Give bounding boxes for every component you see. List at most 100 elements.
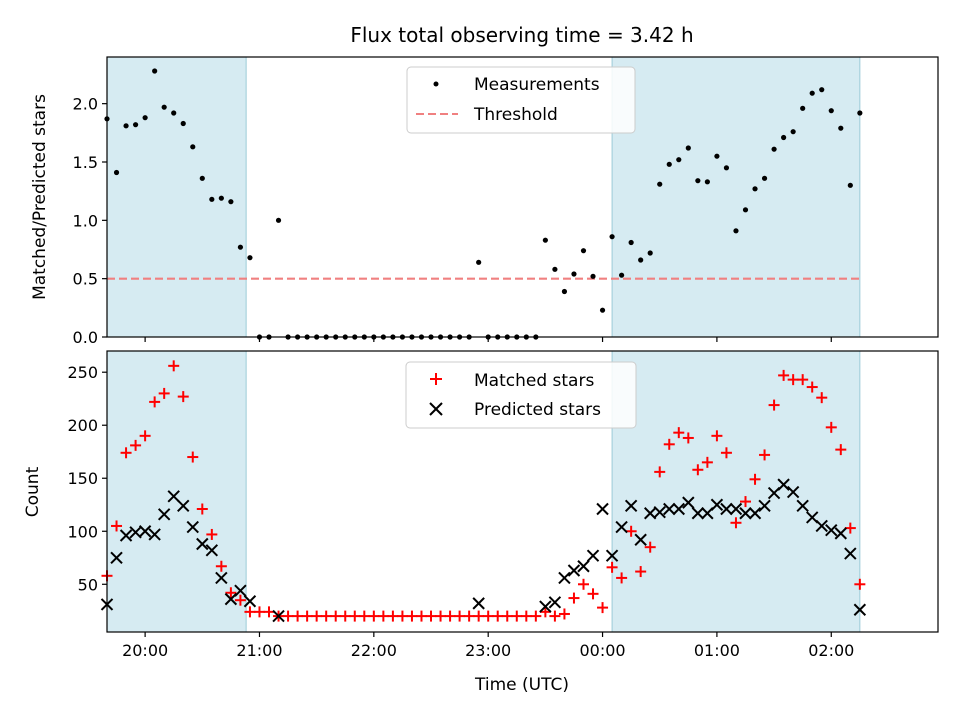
top-y-ticks: 0.0 0.5 1.0 1.5 2.0 bbox=[73, 95, 107, 347]
measurement-point bbox=[800, 105, 806, 111]
top-y-tick-label: 0.0 bbox=[73, 328, 98, 347]
matched-star-point bbox=[339, 610, 351, 622]
matched-star-point bbox=[749, 473, 761, 485]
predicted-star-point bbox=[539, 600, 552, 613]
matched-star-point bbox=[234, 594, 246, 606]
measurement-point bbox=[171, 110, 177, 116]
measurement-point bbox=[113, 169, 120, 176]
predicted-star-point bbox=[119, 529, 133, 542]
matched-star-point bbox=[301, 610, 313, 622]
predicted-star-point bbox=[615, 520, 628, 534]
measurement-point bbox=[476, 259, 482, 265]
matched-star-point bbox=[396, 610, 408, 622]
predicted-star-point bbox=[567, 564, 581, 577]
matched-star-point bbox=[854, 578, 866, 590]
measurement-point bbox=[809, 90, 815, 96]
top-shaded-region bbox=[106, 56, 247, 338]
predicted-star-point bbox=[234, 584, 247, 597]
bottom-x-tick-label: 20:00 bbox=[122, 641, 168, 660]
matched-star-point bbox=[349, 610, 361, 622]
matched-star-point bbox=[644, 541, 656, 553]
matched-star-point bbox=[663, 438, 675, 450]
matched-star-point bbox=[454, 610, 466, 622]
matched-star-point bbox=[263, 606, 275, 618]
measurement-point bbox=[666, 161, 672, 167]
bottom-x-tick-label: 21:00 bbox=[236, 641, 282, 660]
matched-star-point bbox=[292, 610, 304, 622]
predicted-star-point bbox=[853, 603, 867, 616]
predicted-star-point bbox=[177, 499, 190, 513]
predicted-star-point bbox=[739, 507, 752, 520]
measurement-point bbox=[209, 196, 215, 202]
matched-star-point bbox=[844, 522, 856, 534]
measurement-point bbox=[657, 181, 663, 187]
matched-star-point bbox=[797, 374, 809, 386]
measurement-point bbox=[847, 182, 853, 188]
matched-star-point bbox=[387, 610, 399, 622]
matched-star-point bbox=[558, 608, 570, 620]
measurement-point bbox=[247, 255, 253, 261]
matched-star-point bbox=[130, 439, 142, 451]
predicted-star-point bbox=[710, 498, 724, 511]
predicted-star-point bbox=[605, 549, 619, 562]
matched-star-point bbox=[520, 610, 532, 622]
legend-predicted-marker bbox=[429, 402, 443, 416]
matched-star-point bbox=[568, 592, 580, 604]
measurement-point bbox=[152, 68, 158, 74]
matched-star-point bbox=[597, 602, 609, 614]
matched-star-point bbox=[139, 430, 151, 442]
matched-star-point bbox=[168, 360, 180, 372]
top-legend: Measurements Threshold bbox=[406, 66, 636, 134]
bottom-x-tick-label: 23:00 bbox=[465, 641, 511, 660]
predicted-star-point bbox=[624, 499, 638, 513]
predicted-star-point bbox=[138, 525, 152, 538]
measurement-point bbox=[752, 186, 758, 192]
predicted-star-point bbox=[157, 508, 171, 521]
predicted-star-point bbox=[110, 551, 123, 564]
predicted-star-point bbox=[834, 527, 848, 540]
bottom-y-tick-label: 200 bbox=[67, 416, 98, 435]
bottom-x-tick-label: 01:00 bbox=[694, 641, 740, 660]
top-axes-frame bbox=[106, 56, 939, 338]
measurement-point bbox=[561, 288, 568, 295]
top-y-axis-label: Matched/Predicted stars bbox=[30, 94, 50, 300]
measurement-point bbox=[199, 175, 205, 181]
predicted-star-point bbox=[596, 502, 609, 516]
matched-star-point bbox=[730, 517, 742, 529]
matched-star-point bbox=[282, 610, 294, 622]
matched-star-point bbox=[368, 610, 380, 622]
measurement-point bbox=[819, 87, 825, 93]
top-shaded-region bbox=[611, 56, 861, 338]
matched-star-point bbox=[577, 578, 589, 590]
matched-star-point bbox=[320, 610, 332, 622]
measurement-point bbox=[676, 157, 682, 163]
matched-star-point bbox=[435, 610, 447, 622]
measurement-point bbox=[609, 234, 615, 240]
measurement-point bbox=[123, 123, 129, 129]
top-x-ticks bbox=[144, 337, 832, 342]
matched-star-point bbox=[816, 392, 828, 404]
predicted-star-point bbox=[472, 597, 485, 610]
matched-star-point bbox=[682, 432, 694, 444]
x-axis-label: Time (UTC) bbox=[474, 675, 569, 695]
matched-star-point bbox=[606, 561, 618, 573]
predicted-star-point bbox=[634, 533, 647, 546]
predicted-star-point bbox=[796, 499, 809, 513]
measurement-point bbox=[142, 115, 148, 121]
measurement-point bbox=[638, 257, 644, 263]
matched-star-point bbox=[482, 610, 494, 622]
bottom-y-tick-label: 150 bbox=[67, 469, 98, 488]
predicted-star-point bbox=[825, 523, 838, 537]
matched-star-point bbox=[549, 610, 561, 622]
bottom-legend-box bbox=[405, 361, 637, 429]
predicted-star-point bbox=[815, 519, 828, 533]
matched-star-point bbox=[625, 525, 637, 537]
predicted-star-point bbox=[548, 596, 562, 609]
bottom-y-ticks: 50 100 150 200 250 bbox=[67, 363, 107, 594]
measurement-point bbox=[704, 179, 710, 185]
bottom-y-tick-label: 100 bbox=[67, 522, 98, 541]
top-legend-box bbox=[406, 66, 636, 134]
measurement-point bbox=[761, 175, 768, 181]
measurement-point bbox=[628, 239, 634, 246]
matched-star-point bbox=[720, 447, 732, 459]
